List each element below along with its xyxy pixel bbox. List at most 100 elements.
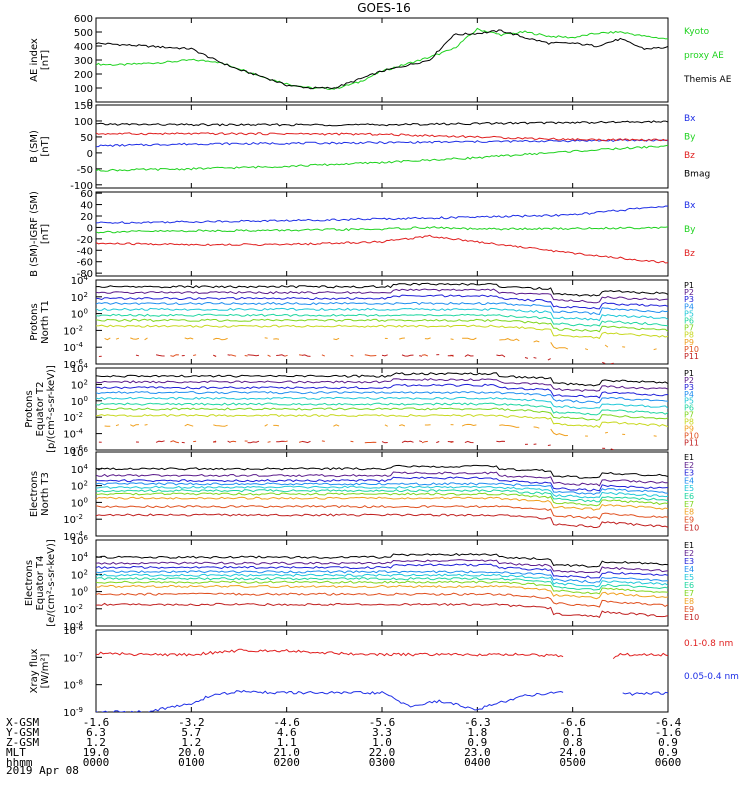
panel-xray: 10-9 10-8 10-7 10-6 Xray flux [W/m²] 0.1-0.8 n… [29, 624, 739, 719]
panel-bsm: -100 -50 0 50 100 150 B (SM) [nT] Bx By Bz Bmag [29, 101, 710, 192]
legend-entry: P7 [684, 411, 694, 420]
series-line-bz [96, 132, 668, 142]
footer-label: hhmm [6, 756, 33, 769]
legend-entry: Themis AE [683, 75, 732, 85]
series-line-e1 [96, 464, 668, 479]
y-tick-label: 102 [71, 378, 88, 391]
footer-value: 5.7 [181, 726, 201, 739]
series-line-p3 [96, 294, 668, 310]
series-line-e10 [96, 602, 668, 618]
y-tick-label: 60 [80, 189, 93, 200]
y-axis-label: [nT] [40, 136, 51, 156]
y-axis-label: [e/(cm²-s-sr-keV)] [46, 539, 57, 627]
series-line-p4 [96, 391, 668, 404]
legend-entry: P10 [684, 345, 699, 354]
series-line-bmag [96, 120, 668, 127]
legend-entry: P7 [684, 324, 694, 333]
y-tick-label: -50 [77, 165, 93, 176]
series-line-p2 [96, 288, 668, 304]
legend-entry: E6 [684, 492, 694, 501]
series-line-e9 [96, 592, 668, 608]
legend-entry: P2 [684, 288, 694, 297]
legend-entry: P8 [684, 418, 694, 427]
footer-value: 0100 [178, 756, 205, 769]
y-axis-label: Protons [29, 303, 40, 340]
y-tick-label: 500 [74, 28, 93, 39]
legend-entry: P11 [684, 438, 699, 447]
legend-entry: P4 [684, 390, 694, 399]
series-line-bx [96, 205, 668, 224]
panel-frame [95, 104, 669, 189]
footer-value: 22.0 [369, 746, 396, 759]
footer-value: 0500 [559, 756, 586, 769]
footer-label: MLT [6, 746, 26, 759]
series-line-e4 [96, 570, 668, 584]
legend-entry: P4 [684, 302, 694, 311]
series-line-p6 [96, 402, 668, 416]
series-line-p7 [96, 318, 668, 333]
y-tick-label: 10-2 [63, 513, 83, 526]
y-axis-label: Electrons [24, 560, 35, 606]
series-line-e7 [96, 492, 668, 507]
legend-entry: E6 [684, 581, 694, 590]
series-line-e6 [96, 489, 668, 503]
y-tick-label: -100 [70, 181, 93, 192]
y-tick-label: 50 [80, 133, 93, 144]
panel-frame [95, 191, 669, 277]
legend-entry: P1 [684, 369, 694, 378]
series-line-e3 [96, 476, 668, 492]
y-tick-label: 106 [71, 534, 89, 547]
series-line-p1 [96, 372, 668, 387]
footer-value: 1.1 [277, 736, 297, 749]
legend-entry: By [684, 225, 696, 235]
footer-label: X-GSM [6, 716, 39, 729]
y-tick-label: -40 [77, 246, 93, 257]
footer-value: 0200 [273, 756, 300, 769]
y-axis-label: [nT] [40, 224, 51, 244]
y-tick-label: 20 [80, 212, 93, 223]
legend: Bx By Bz Bmag [684, 114, 710, 179]
footer-value: 0.9 [658, 736, 678, 749]
legend-entry: E2 [684, 549, 694, 558]
y-tick-label: -20 [77, 235, 93, 246]
legend-entry: E9 [684, 605, 694, 614]
y-tick-label: 0 [87, 98, 93, 109]
footer-value: 0.9 [658, 746, 678, 759]
legend-entry: Bmag [684, 169, 710, 179]
series-line-p6 [96, 313, 668, 327]
footer-value: 23.0 [464, 746, 491, 759]
legend-entry: E9 [684, 515, 694, 524]
legend-entry: E3 [684, 557, 694, 566]
legend-entry: P3 [684, 295, 694, 304]
series-line-e3 [96, 563, 668, 579]
legend-entry: E4 [684, 565, 694, 574]
y-tick-label: 600 [74, 14, 93, 25]
series-line-0-1-0-8-nm [96, 648, 668, 660]
footer-value: 0.1 [563, 726, 583, 739]
y-tick-label: 104 [71, 362, 89, 375]
legend: Kyoto proxy AE Themis AE [683, 27, 732, 85]
footer-value: -5.6 [369, 716, 396, 729]
date-label: 2019 Apr 08 [6, 764, 79, 777]
y-tick-label: 104 [71, 274, 89, 287]
footer-value: 20.0 [178, 746, 205, 759]
series-line-p5 [96, 307, 668, 322]
series-line-p8 [96, 324, 668, 340]
legend-entry: Bz [684, 151, 695, 161]
footer-value: 4.6 [277, 726, 297, 739]
series-line-e6 [96, 577, 668, 591]
y-tick-label: 10-7 [63, 651, 83, 664]
y-tick-label: -80 [77, 269, 93, 280]
legend-entry: E1 [684, 541, 694, 550]
series-group [96, 648, 668, 712]
series-line-e8 [96, 584, 668, 600]
series-line-p5 [96, 396, 668, 410]
legend-entry: proxy AE [684, 51, 724, 61]
legend-entry: E7 [684, 589, 694, 598]
footer-value: 21.0 [273, 746, 300, 759]
